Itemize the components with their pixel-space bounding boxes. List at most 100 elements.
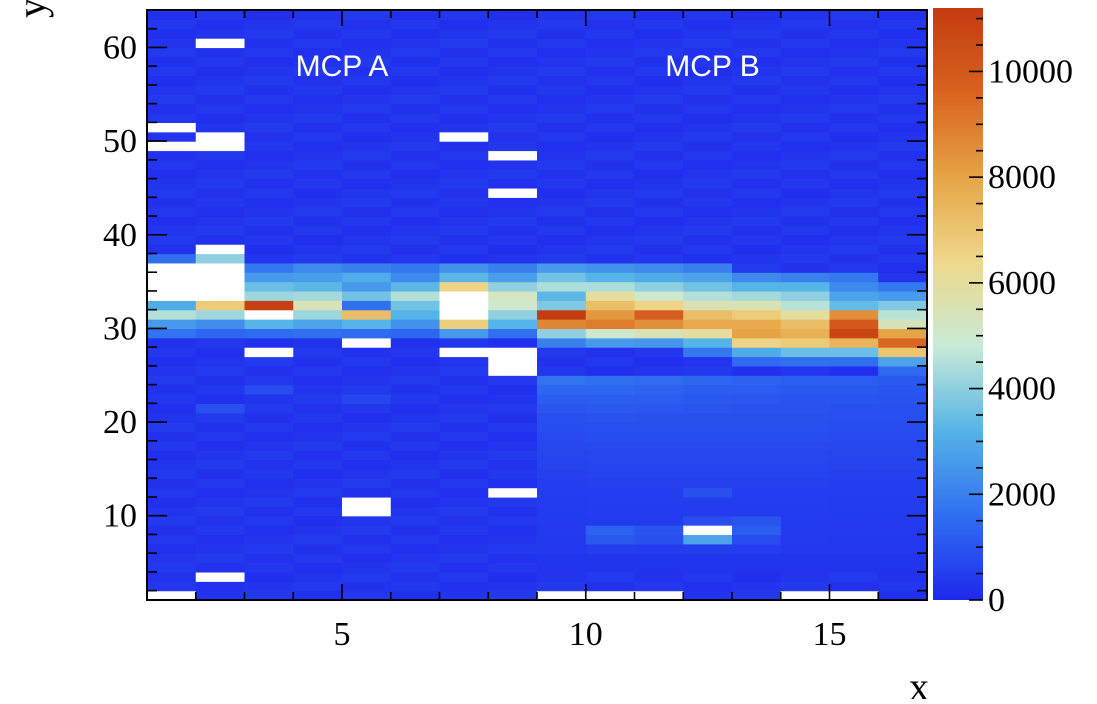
heatmap-cell	[634, 169, 684, 180]
heatmap-cell	[780, 206, 831, 217]
heatmap-cell	[683, 375, 733, 386]
heatmap-cell	[488, 19, 538, 30]
heatmap-cell	[634, 150, 684, 161]
heatmap-cell	[342, 365, 392, 376]
heatmap-cell	[878, 356, 928, 367]
heatmap-cell	[293, 178, 343, 189]
heatmap-cell	[829, 506, 879, 517]
heatmap-cell	[829, 262, 879, 273]
heatmap-cell	[732, 506, 782, 517]
heatmap-cell	[390, 496, 441, 507]
heatmap-cell	[634, 56, 684, 67]
heatmap-cell	[829, 403, 879, 414]
heatmap-cell	[878, 47, 928, 58]
heatmap-cell	[195, 487, 246, 498]
heatmap-cell	[147, 244, 197, 255]
heatmap-cell	[244, 478, 294, 489]
heatmap-cell	[537, 178, 587, 189]
heatmap-cell	[147, 234, 197, 245]
heatmap-cell	[244, 103, 294, 114]
heatmap-cell	[195, 216, 246, 226]
heatmap-cell	[390, 10, 441, 20]
heatmap-cell	[293, 187, 343, 198]
heatmap-cell	[537, 393, 587, 404]
heatmap-cell	[537, 496, 587, 507]
heatmap-cell	[390, 590, 441, 601]
heatmap-cell	[390, 319, 441, 330]
heatmap-cell	[780, 393, 831, 404]
colorbar-gradient	[933, 8, 983, 600]
heatmap-cell	[293, 468, 343, 479]
heatmap-cell	[585, 131, 636, 142]
heatmap-cell	[732, 450, 782, 461]
heatmap-cell	[585, 10, 636, 20]
heatmap-cell	[342, 403, 392, 414]
heatmap-cell	[537, 206, 587, 217]
heatmap-cell	[293, 197, 343, 208]
heatmap-cell	[537, 581, 587, 592]
heatmap-cell	[342, 131, 392, 142]
heatmap-cell	[147, 581, 197, 592]
heatmap-cell	[147, 375, 197, 386]
heatmap-cell	[634, 440, 684, 451]
heatmap-cell	[829, 159, 879, 170]
heatmap-cell	[780, 431, 831, 442]
heatmap-cell	[780, 225, 831, 236]
heatmap-cell	[147, 253, 197, 264]
heatmap-cell	[829, 487, 879, 498]
empty-bin	[439, 347, 489, 358]
heatmap-cell	[244, 113, 294, 123]
heatmap-cell	[683, 478, 733, 489]
heatmap-cell	[439, 590, 489, 601]
heatmap-cell	[244, 328, 294, 339]
heatmap-cell	[683, 244, 733, 255]
heatmap-cell	[732, 225, 782, 236]
x-tick-label: 10	[569, 616, 603, 653]
heatmap-cell	[342, 347, 392, 358]
heatmap-cell	[342, 300, 392, 311]
heatmap-cell	[634, 375, 684, 386]
heatmap-cell	[488, 543, 538, 554]
heatmap-cell	[780, 337, 831, 348]
heatmap-cell	[390, 553, 441, 564]
heatmap-cell	[683, 337, 733, 348]
heatmap-cell	[878, 590, 928, 601]
heatmap-cell	[732, 113, 782, 123]
heatmap-cell	[439, 506, 489, 517]
heatmap-cell	[439, 478, 489, 489]
heatmap-cell	[537, 253, 587, 264]
heatmap-cell	[585, 225, 636, 236]
heatmap-cell	[537, 47, 587, 58]
heatmap-cell	[147, 319, 197, 330]
heatmap-cell	[585, 150, 636, 161]
heatmap-cell	[683, 365, 733, 376]
heatmap-cell	[829, 571, 879, 582]
heatmap-cell	[585, 393, 636, 404]
heatmap-cells	[147, 10, 928, 601]
heatmap-cell	[244, 94, 294, 105]
heatmap-cell	[488, 234, 538, 245]
heatmap-cell	[732, 384, 782, 395]
heatmap-cell	[439, 337, 489, 348]
heatmap-cell	[878, 450, 928, 461]
heatmap-cell	[488, 459, 538, 470]
heatmap-cell	[780, 422, 831, 433]
heatmap-cell	[683, 38, 733, 49]
heatmap-cell	[780, 515, 831, 526]
heatmap-cell	[439, 281, 489, 292]
heatmap-cell	[244, 450, 294, 461]
heatmap-cell	[878, 113, 928, 123]
y-tick-label: 60	[103, 29, 137, 66]
heatmap-cell	[683, 131, 733, 142]
heatmap-cell	[780, 506, 831, 517]
heatmap-cell	[732, 553, 782, 564]
heatmap-cell	[147, 19, 197, 30]
heatmap-cell	[488, 571, 538, 582]
heatmap-cell	[683, 347, 733, 358]
heatmap-cell	[585, 28, 636, 39]
heatmap-cell	[585, 515, 636, 526]
heatmap-cell	[244, 496, 294, 507]
heatmap-cell	[878, 225, 928, 236]
colorbar-tick-label: 4000	[988, 371, 1056, 408]
